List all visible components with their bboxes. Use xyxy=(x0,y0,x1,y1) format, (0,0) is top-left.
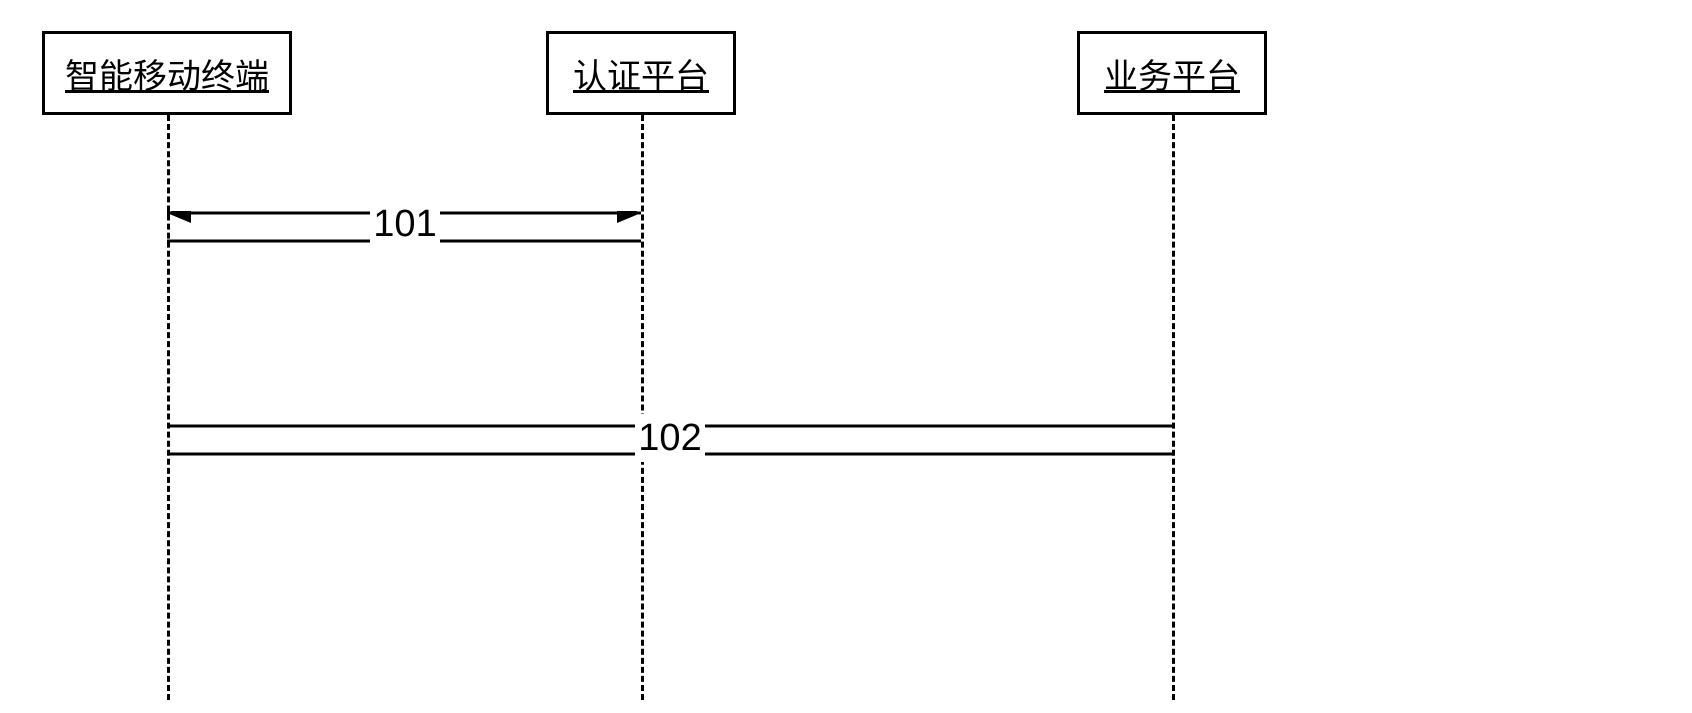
message-102-label: 102 xyxy=(635,414,705,462)
actor-auth: 认证平台 xyxy=(546,31,736,115)
actor-auth-label: 认证平台 xyxy=(573,49,709,98)
lifeline-biz xyxy=(1172,115,1175,700)
lifeline-terminal xyxy=(167,115,170,700)
lifeline-auth xyxy=(641,115,644,700)
actor-terminal: 智能移动终端 xyxy=(42,31,292,115)
message-101-label: 101 xyxy=(370,200,440,248)
actor-biz: 业务平台 xyxy=(1077,31,1267,115)
actor-biz-label: 业务平台 xyxy=(1104,49,1240,98)
actor-terminal-label: 智能移动终端 xyxy=(65,49,269,98)
